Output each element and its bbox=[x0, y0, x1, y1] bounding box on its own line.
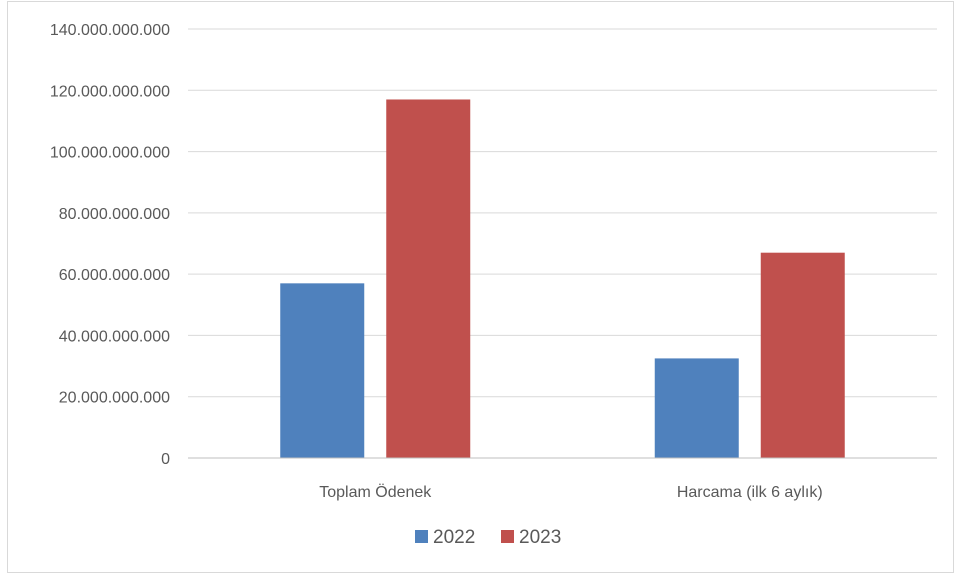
category-label: Toplam Ödenek bbox=[319, 483, 432, 501]
legend-swatch-2022 bbox=[415, 530, 428, 543]
bar-2023-1 bbox=[760, 252, 845, 458]
legend: 2022 2023 bbox=[415, 527, 561, 548]
y-tick-label: 100.000.000.000 bbox=[50, 145, 170, 162]
y-tick-label: 140.000.000.000 bbox=[50, 22, 170, 39]
legend-swatch-2023 bbox=[501, 530, 514, 543]
category-label: Harcama (ilk 6 aylık) bbox=[677, 484, 823, 501]
y-tick-label: 80.000.000.000 bbox=[59, 206, 170, 223]
bar-2022-1 bbox=[654, 358, 739, 458]
legend-label: 2023 bbox=[519, 527, 561, 548]
y-tick-label: 120.000.000.000 bbox=[50, 83, 170, 100]
y-tick-label: 20.000.000.000 bbox=[59, 390, 170, 407]
bar-2022-0 bbox=[280, 283, 365, 458]
bar-2023-0 bbox=[386, 99, 471, 458]
bars bbox=[280, 99, 845, 458]
legend-label: 2022 bbox=[433, 527, 475, 548]
y-tick-label: 60.000.000.000 bbox=[59, 267, 170, 284]
category-labels: Toplam Ödenek Harcama (ilk 6 aylık) bbox=[319, 483, 822, 501]
y-tick-label: 0 bbox=[161, 451, 170, 468]
y-tick-label: 40.000.000.000 bbox=[59, 328, 170, 345]
y-axis-tick-labels: 0 20.000.000.000 40.000.000.000 60.000.000.… bbox=[50, 22, 170, 468]
